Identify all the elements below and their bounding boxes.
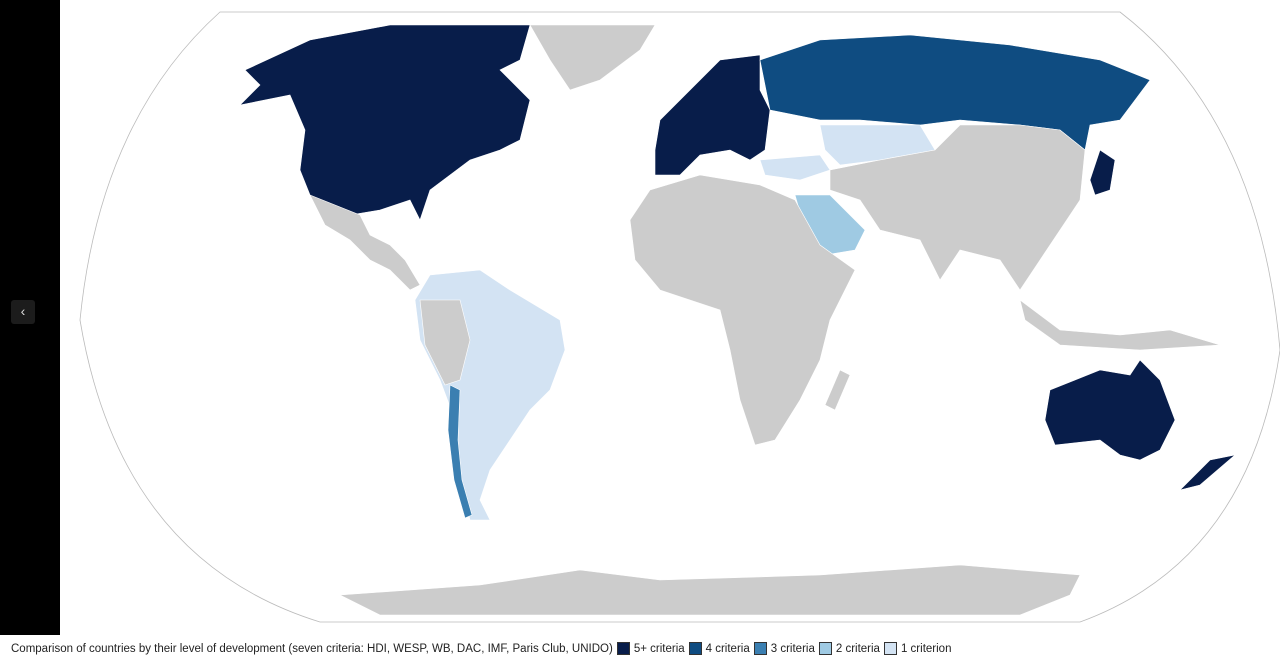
legend-item: 4 criteria [688, 642, 750, 655]
legend: Comparison of countries by their level o… [11, 642, 951, 655]
world-map [79, 11, 1280, 623]
indonesia [1019, 299, 1221, 351]
andes [419, 299, 471, 386]
caption: Comparison of countries by their level o… [11, 642, 613, 655]
legend-swatch [753, 642, 767, 655]
turkey [759, 154, 831, 181]
chile [447, 384, 473, 519]
legend-label: 3 criteria [770, 642, 815, 655]
legend-label: 2 criteria [835, 642, 880, 655]
legend-swatch [688, 642, 702, 655]
legend-swatch [818, 642, 832, 655]
back-button[interactable]: ‹ [11, 300, 35, 324]
north-america [239, 24, 531, 221]
land [239, 24, 1237, 616]
greenland [529, 24, 656, 91]
new-zealand [1179, 454, 1237, 491]
legend-label: 1 criterion [900, 642, 952, 655]
madagascar [824, 369, 851, 411]
legend-swatch [883, 642, 897, 655]
antarctica [338, 564, 1081, 616]
legend-item: 2 criteria [818, 642, 880, 655]
legend-swatch [616, 642, 630, 655]
japan [1089, 149, 1116, 196]
legend-item: 1 criterion [883, 642, 952, 655]
russia [759, 34, 1151, 151]
central-america [309, 194, 421, 291]
legend-label: 4 criteria [705, 642, 750, 655]
australia [1044, 359, 1176, 461]
legend-item: 5+ criteria [616, 642, 685, 655]
legend-label: 5+ criteria [633, 642, 685, 655]
legend-item: 3 criteria [753, 642, 815, 655]
africa [629, 174, 856, 446]
asia [829, 124, 1086, 291]
